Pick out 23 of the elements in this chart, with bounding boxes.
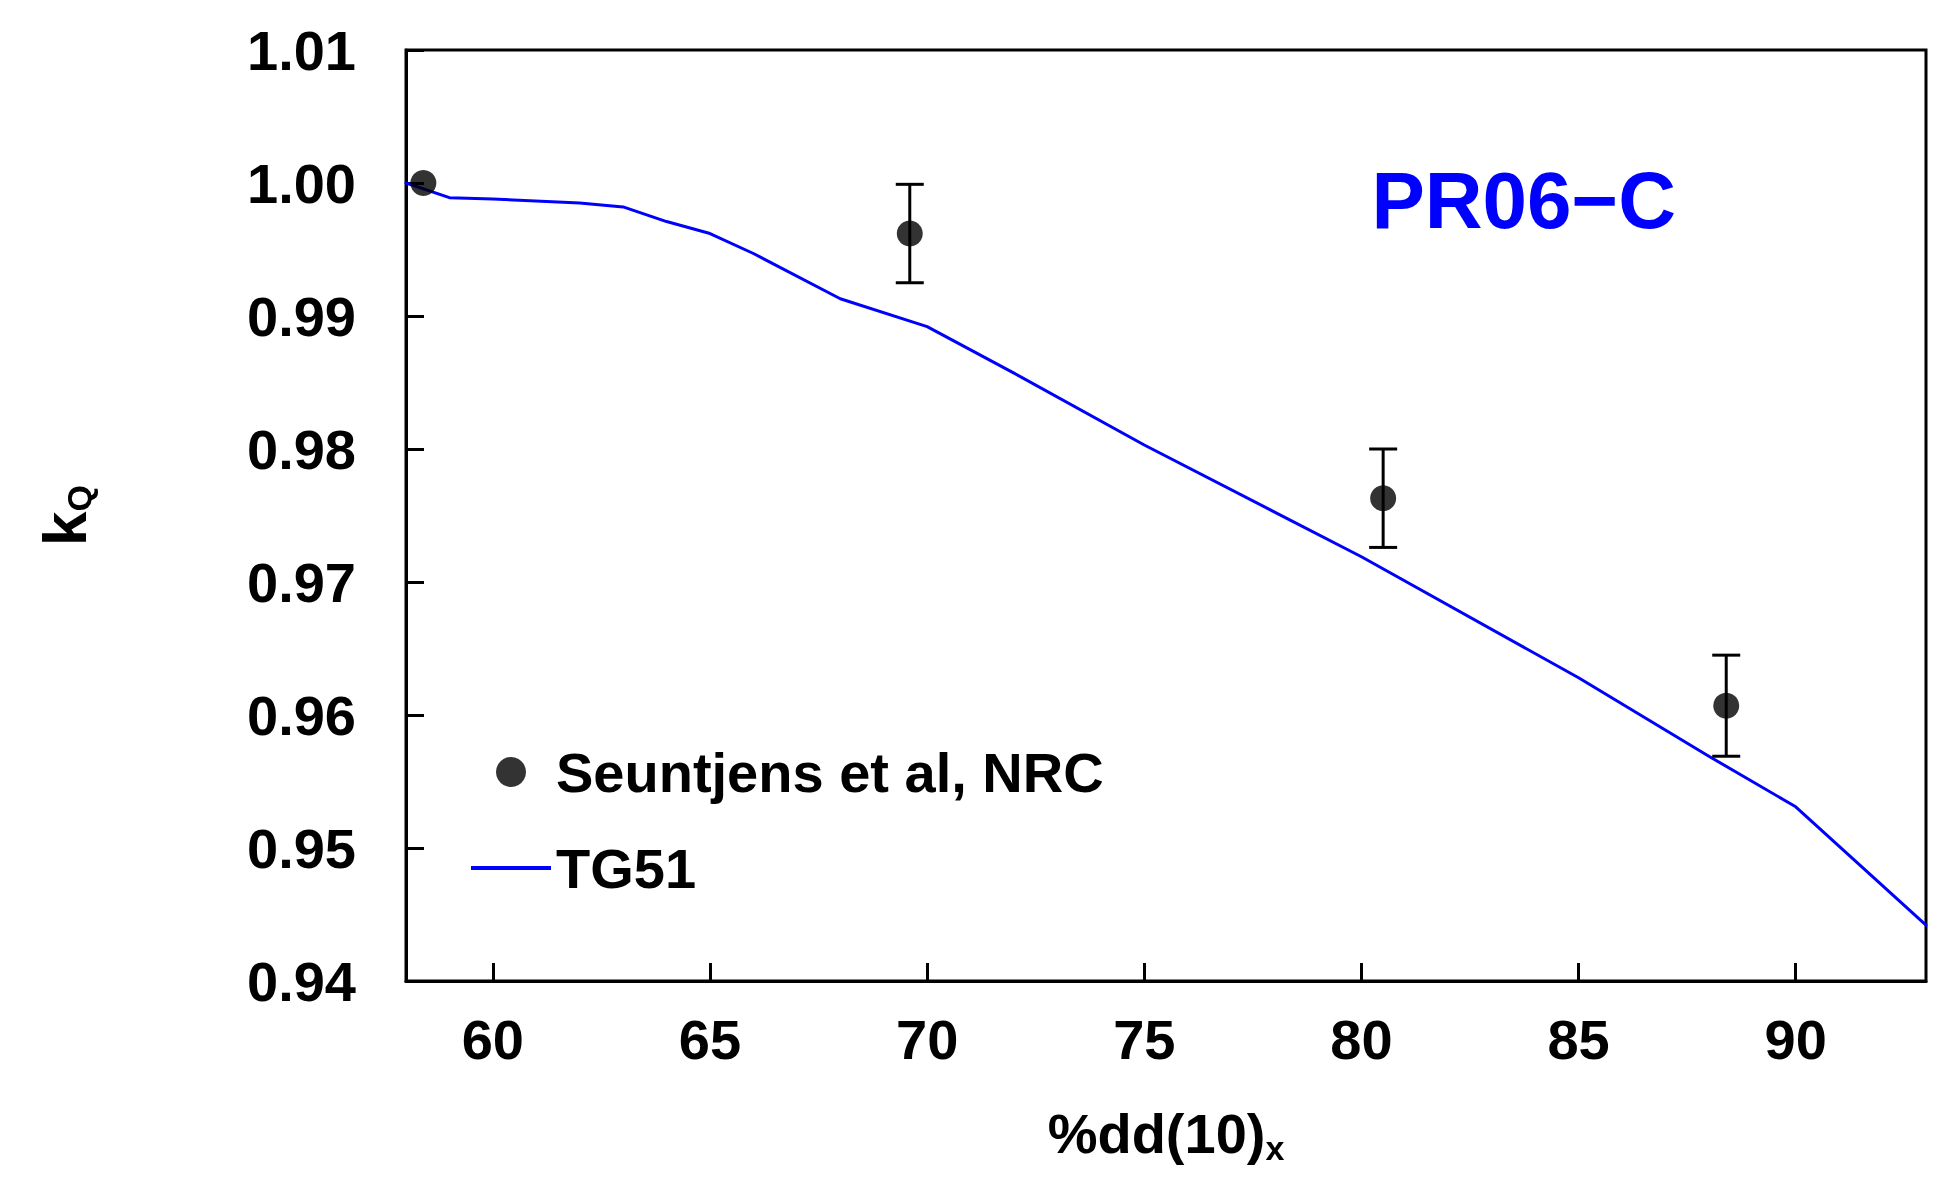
legend-label: TG51 <box>556 836 697 900</box>
x-tick-label: 90 <box>1764 1007 1827 1071</box>
y-tick-label: 1.00 <box>247 151 356 215</box>
x-tick-label: 60 <box>461 1007 525 1071</box>
x-tick-label: 70 <box>895 1007 959 1071</box>
x-tick-label: 85 <box>1547 1007 1610 1071</box>
annotation: PR06−C <box>1371 155 1676 245</box>
y-tick-label: 1.01 <box>247 18 356 82</box>
point <box>1370 485 1397 512</box>
x-tick-label: 75 <box>1113 1007 1176 1071</box>
y-axis-title: kQ <box>29 485 99 546</box>
y-tick-label: 0.98 <box>247 417 356 481</box>
point <box>1713 692 1740 719</box>
y-tick-label: 0.99 <box>247 284 356 348</box>
y-tick-label: 0.97 <box>247 550 356 614</box>
point <box>896 220 923 247</box>
x-tick-label: 65 <box>678 1007 742 1071</box>
x-tick-label: 80 <box>1330 1007 1393 1071</box>
y-tick-label: 0.94 <box>247 949 356 1013</box>
y-tick-label: 0.95 <box>247 816 356 880</box>
point <box>410 170 437 196</box>
y-tick-label: 0.96 <box>247 683 356 747</box>
legend-label: Seuntjens et al, NRC <box>556 740 1104 804</box>
